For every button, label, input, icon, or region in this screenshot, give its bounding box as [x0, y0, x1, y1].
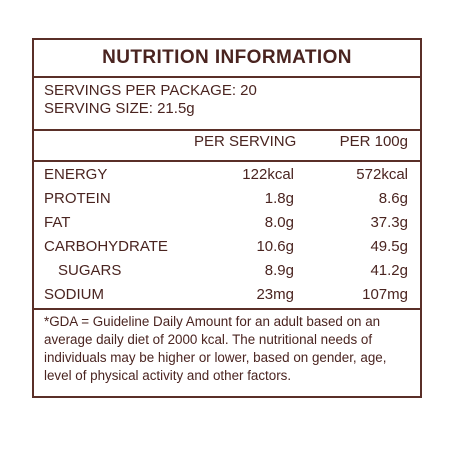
- servings-per-package: SERVINGS PER PACKAGE: 20: [44, 82, 257, 99]
- value-per-100g: 37.3g: [370, 214, 408, 231]
- divider: [34, 160, 420, 162]
- divider: [34, 129, 420, 131]
- nutrient-name: SUGARS: [58, 262, 122, 279]
- nutrient-row-fat: FAT 8.0g 37.3g: [44, 211, 408, 235]
- nutrient-row-energy: ENERGY 122kcal 572kcal: [44, 163, 408, 187]
- nutrient-name: CARBOHYDRATE: [44, 238, 168, 255]
- nutrient-row-sugars: SUGARS 8.9g 41.2g: [44, 259, 408, 283]
- nutrient-row-carbohydrate: CARBOHYDRATE 10.6g 49.5g: [44, 235, 408, 259]
- value-per-serving: 122kcal: [242, 166, 294, 183]
- value-per-100g: 8.6g: [378, 190, 408, 207]
- value-per-serving: 8.0g: [264, 214, 294, 231]
- panel-title: NUTRITION INFORMATION: [34, 40, 420, 78]
- nutrient-name: FAT: [44, 214, 71, 231]
- servings-info: SERVINGS PER PACKAGE: 20 SERVING SIZE: 2…: [44, 82, 257, 118]
- nutrient-row-sodium: SODIUM 23mg 107mg: [44, 283, 408, 307]
- value-per-serving: 1.8g: [264, 190, 294, 207]
- nutrient-name: PROTEIN: [44, 190, 111, 207]
- nutrient-name: ENERGY: [44, 166, 108, 183]
- nutrient-row-protein: PROTEIN 1.8g 8.6g: [44, 187, 408, 211]
- gda-footnote: *GDA = Guideline Daily Amount for an adu…: [44, 314, 387, 383]
- nutrient-name: SODIUM: [44, 286, 104, 303]
- nutrient-table: ENERGY 122kcal 572kcal PROTEIN 1.8g 8.6g…: [44, 163, 408, 307]
- serving-size: SERVING SIZE: 21.5g: [44, 100, 195, 117]
- value-per-100g: 49.5g: [370, 238, 408, 255]
- value-per-100g: 572kcal: [356, 166, 408, 183]
- nutrition-panel: NUTRITION INFORMATION SERVINGS PER PACKA…: [32, 38, 422, 398]
- column-header-per-serving: PER SERVING: [194, 133, 297, 150]
- column-header-per-100g: PER 100g: [339, 133, 408, 150]
- value-per-100g: 107mg: [362, 286, 408, 303]
- divider: [34, 308, 420, 310]
- value-per-serving: 10.6g: [256, 238, 294, 255]
- value-per-serving: 23mg: [256, 286, 294, 303]
- value-per-serving: 8.9g: [264, 262, 294, 279]
- value-per-100g: 41.2g: [370, 262, 408, 279]
